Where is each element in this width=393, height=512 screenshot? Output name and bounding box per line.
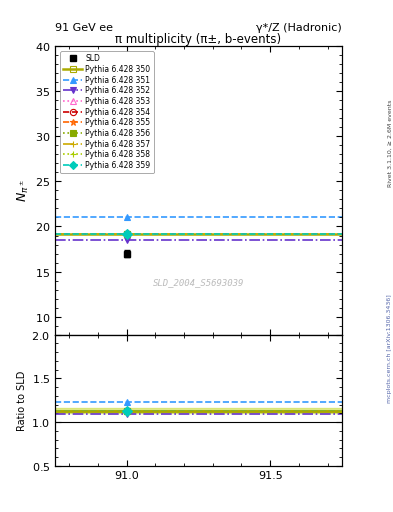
Y-axis label: Ratio to SLD: Ratio to SLD — [17, 370, 27, 431]
Text: Rivet 3.1.10, ≥ 2.6M events: Rivet 3.1.10, ≥ 2.6M events — [387, 100, 392, 187]
Title: π multiplicity (π±, b-events): π multiplicity (π±, b-events) — [116, 33, 281, 46]
Legend: SLD, Pythia 6.428 350, Pythia 6.428 351, Pythia 6.428 352, Pythia 6.428 353, Pyt: SLD, Pythia 6.428 350, Pythia 6.428 351,… — [60, 51, 154, 173]
Y-axis label: $N_{\pi^\pm}$: $N_{\pi^\pm}$ — [15, 179, 31, 202]
Text: 91 GeV ee: 91 GeV ee — [55, 23, 113, 33]
Text: γ*/Z (Hadronic): γ*/Z (Hadronic) — [256, 23, 342, 33]
Text: mcplots.cern.ch [arXiv:1306.3436]: mcplots.cern.ch [arXiv:1306.3436] — [387, 294, 392, 402]
Bar — [55, 408, 342, 414]
Text: SLD_2004_S5693039: SLD_2004_S5693039 — [153, 278, 244, 287]
